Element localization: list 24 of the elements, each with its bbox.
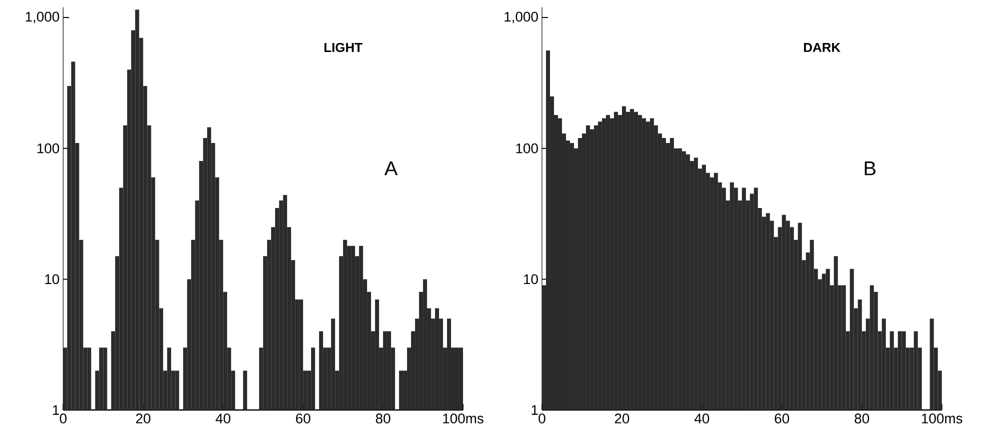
x-tick-label: 0 — [60, 413, 67, 424]
y-tick-label: 1 — [52, 405, 59, 415]
y-tick-label: 10 — [524, 274, 538, 284]
y-tick-label: 100 — [37, 143, 60, 154]
annotation: B — [864, 161, 876, 176]
x-tick-label: 80 — [854, 413, 870, 424]
y-tick-label: 1,000 — [504, 12, 538, 24]
x-tick-label: 40 — [694, 413, 710, 424]
x-tick-label: 80 — [376, 413, 390, 424]
x-tick-label: 20 — [614, 413, 630, 424]
x-tick-label: 60 — [296, 413, 310, 424]
text: LIGHT — [324, 42, 362, 52]
y-tick-label: 1 — [532, 405, 538, 415]
x-tick-label: 100ms — [922, 413, 962, 424]
x-tick-label: 0 — [538, 413, 546, 424]
y-tick-label: 10 — [45, 274, 60, 284]
x-tick-label: 100ms — [443, 413, 484, 424]
y-tick-label: 100 — [516, 143, 538, 154]
x-tick-label: 60 — [774, 413, 790, 424]
y-tick-label: 1,000 — [26, 12, 60, 24]
annotation: A — [384, 161, 398, 176]
text: DARK — [804, 42, 840, 52]
x-tick-label: 20 — [136, 413, 150, 424]
x-tick-label: 40 — [216, 413, 230, 424]
